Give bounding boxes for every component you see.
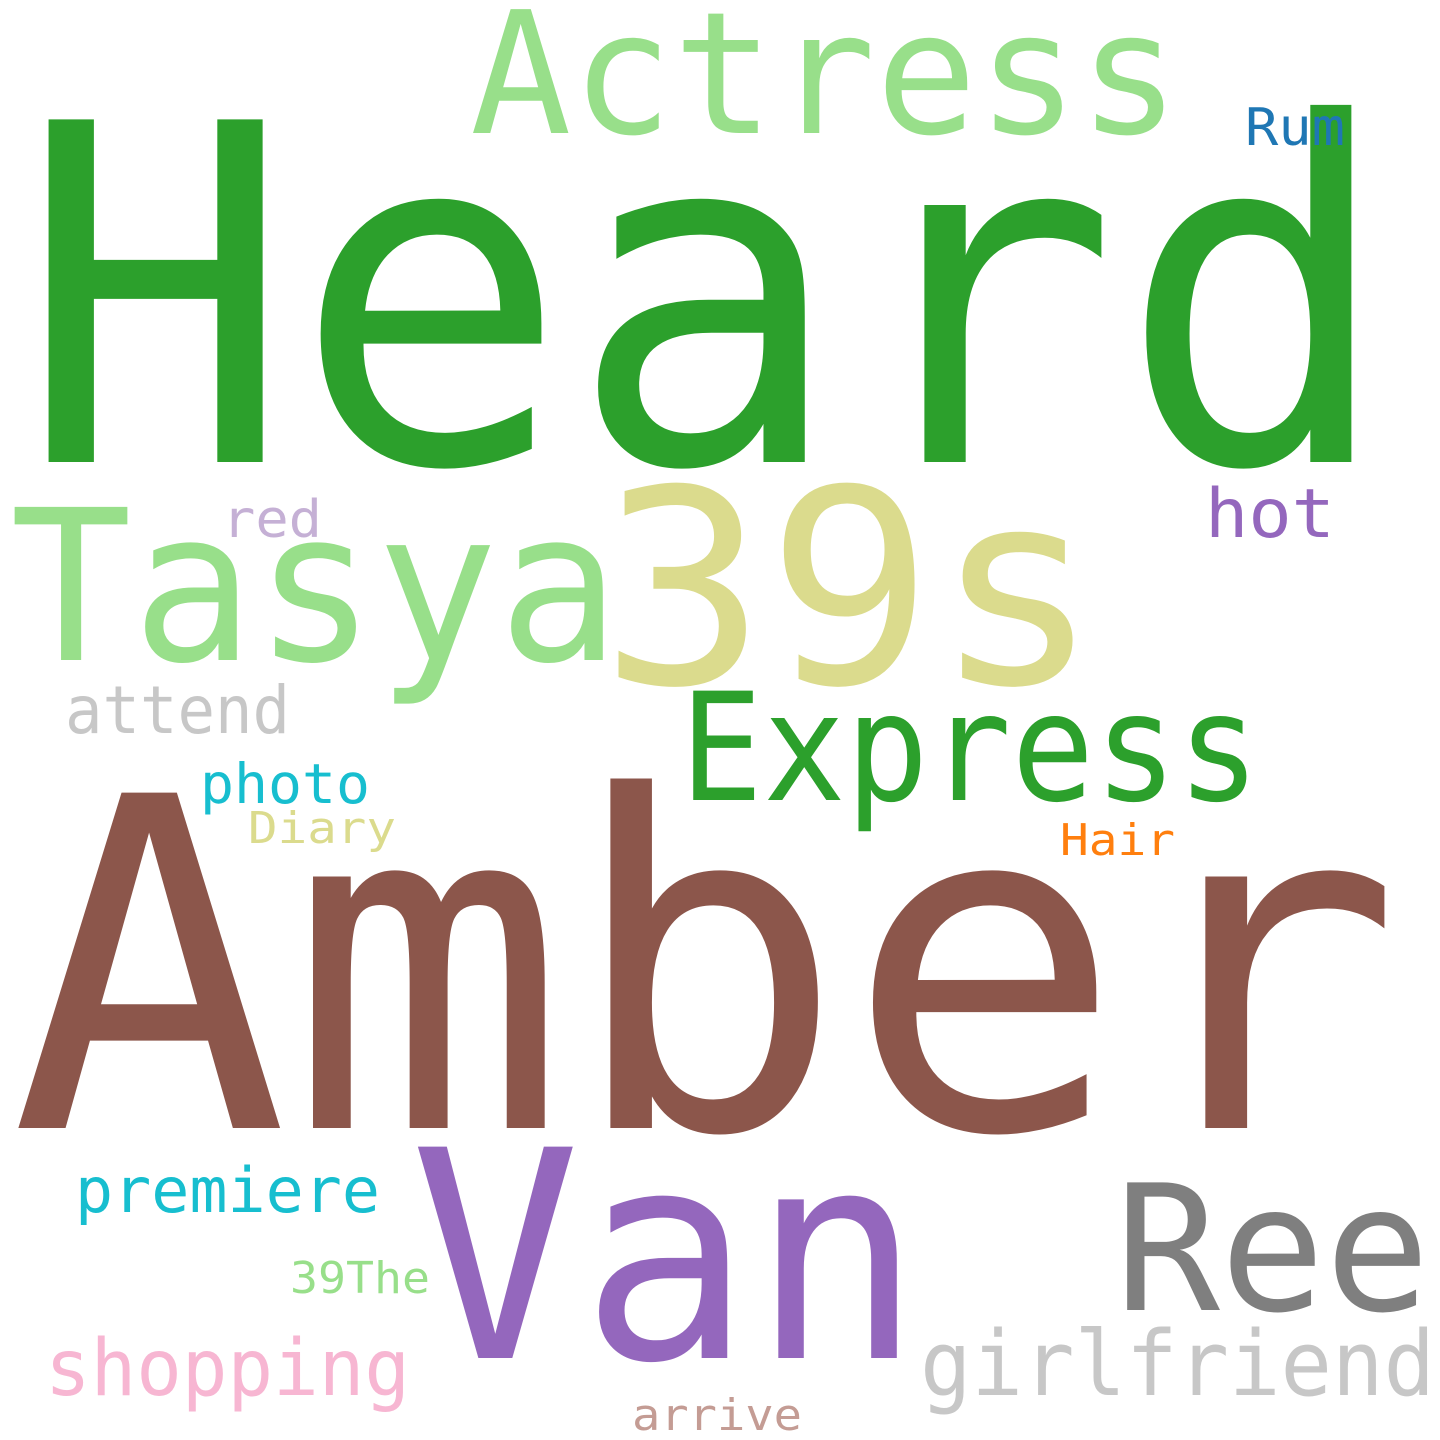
- word-red: red: [222, 490, 322, 550]
- word-diary: Diary: [248, 803, 396, 854]
- word-amber: Amber: [10, 702, 1402, 1237]
- word-premiere: premiere: [75, 1154, 380, 1227]
- word-photo: photo: [200, 752, 370, 816]
- word-rum: Rum: [1245, 98, 1345, 158]
- word-tasya: Tasya: [10, 465, 620, 710]
- word-actress: Actress: [470, 0, 1180, 174]
- word-39s: 39s: [600, 432, 1100, 747]
- word-hot: hot: [1205, 475, 1335, 554]
- word-attend: attend: [65, 672, 290, 749]
- word-girlfriend: girlfriend: [920, 1312, 1435, 1417]
- word-hair: Hair: [1060, 815, 1175, 866]
- word-heard: Heard: [18, 26, 1394, 573]
- word-van: Van: [410, 1090, 922, 1427]
- word-shopping: shopping: [45, 1324, 410, 1414]
- word-ree: Ree: [1115, 1149, 1430, 1352]
- word-39the: 39The: [290, 1253, 430, 1304]
- word-express: Express: [680, 662, 1260, 836]
- word-arrive: arrive: [632, 1390, 802, 1440]
